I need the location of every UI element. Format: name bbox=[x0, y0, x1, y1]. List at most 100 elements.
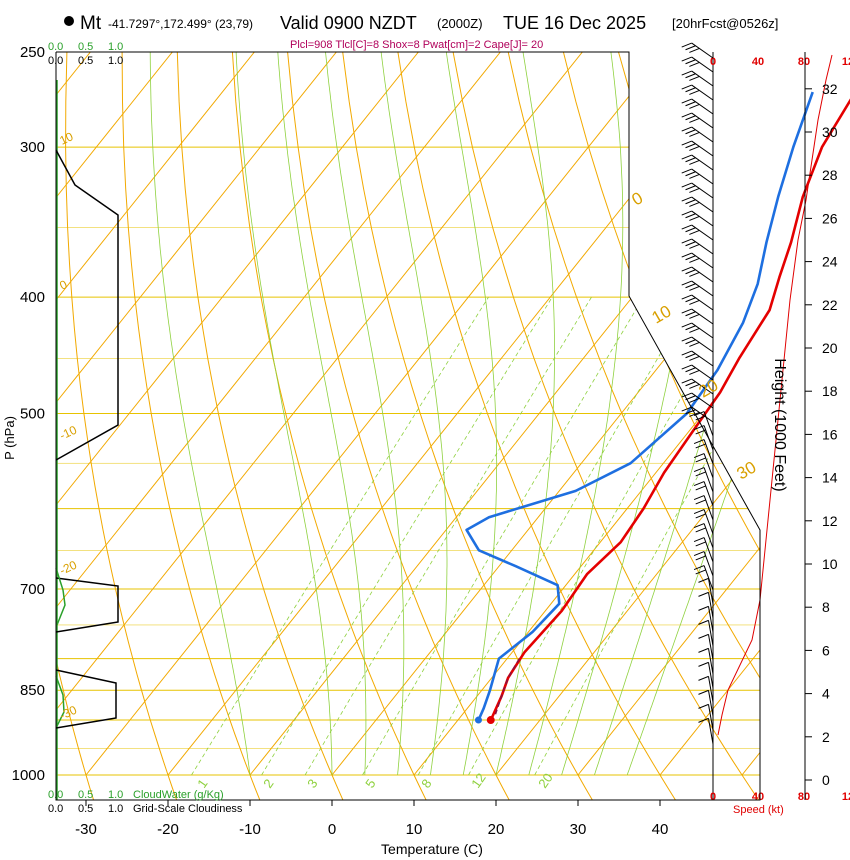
isotherm-label: 10 bbox=[649, 302, 675, 328]
dry-adiabat bbox=[784, 52, 850, 800]
wind-barb bbox=[707, 690, 714, 717]
isotherm-line bbox=[56, 52, 501, 776]
wind-barb bbox=[703, 565, 714, 591]
wind-barb bbox=[707, 676, 714, 703]
mixing-ratio-line bbox=[362, 296, 644, 776]
cloudiness-title: Grid-Scale Cloudiness bbox=[133, 803, 243, 815]
wind-barb-flag bbox=[685, 269, 696, 275]
pressure-tick-label: 300 bbox=[20, 139, 45, 156]
wind-barb-flag bbox=[681, 112, 692, 118]
valid-time: Valid 0900 NZDT bbox=[280, 13, 417, 33]
wind-barb-flag bbox=[681, 42, 692, 48]
isotherm-label: -20 bbox=[57, 558, 79, 578]
wind-barb bbox=[707, 718, 714, 745]
mixing-ratio-label: 5 bbox=[362, 776, 378, 791]
pressure-tick-label: 500 bbox=[20, 406, 45, 423]
wind-barb-flag bbox=[681, 210, 692, 216]
wind-barb-flag bbox=[681, 154, 692, 160]
wind-barb-flag bbox=[689, 173, 700, 179]
x-tick-label: -10 bbox=[239, 821, 261, 838]
wind-barb-flag bbox=[695, 527, 706, 533]
wind-barb bbox=[703, 495, 714, 521]
wind-barb bbox=[703, 467, 714, 493]
wind-barb-flag bbox=[689, 187, 700, 193]
x-tick-label: 40 bbox=[652, 821, 669, 838]
plot-frame bbox=[55, 51, 761, 801]
wind-barb-flag bbox=[685, 73, 696, 79]
wind-barb-flag bbox=[689, 117, 700, 123]
mixing-ratio-label: 3 bbox=[304, 776, 320, 791]
wind-barb-flag bbox=[685, 59, 696, 65]
cloudwater-line bbox=[55, 675, 65, 727]
wind-barb-flag bbox=[689, 61, 700, 67]
wind-barb bbox=[707, 634, 714, 661]
wind-barb-flag bbox=[689, 229, 700, 235]
station-marker-icon bbox=[64, 16, 74, 26]
isotherm-line bbox=[56, 52, 583, 776]
pressure-tick-label: 1000 bbox=[12, 767, 45, 784]
isotherm-line bbox=[741, 52, 760, 776]
cloud-top-tick: 0.0 bbox=[48, 41, 63, 53]
pressure-tick-label: 400 bbox=[20, 289, 45, 306]
wind-barb-flag bbox=[685, 213, 696, 219]
dry-adiabat bbox=[176, 52, 344, 800]
isotherm-line bbox=[85, 52, 665, 776]
cloud-bottom-tick: 0.5 bbox=[78, 803, 93, 815]
isotherm-label: -10 bbox=[57, 423, 79, 443]
wind-barb-flag bbox=[685, 339, 696, 345]
wind-barb-flag bbox=[698, 703, 709, 709]
wind-barb-flag bbox=[685, 283, 696, 289]
wind-barb-flag bbox=[695, 443, 706, 449]
wind-barb bbox=[707, 662, 714, 689]
wind-barb-flag bbox=[685, 241, 696, 247]
x-axis-title: Temperature (C) bbox=[381, 841, 483, 857]
wind-barb-flag bbox=[693, 453, 705, 459]
wind-barb-flag bbox=[689, 369, 700, 375]
wind-barb-flag bbox=[689, 257, 700, 263]
wind-barb-flag bbox=[685, 381, 696, 387]
height-tick-label: 18 bbox=[822, 383, 838, 399]
wind-barb-flag bbox=[695, 457, 706, 463]
wind-barb-flag bbox=[685, 409, 696, 415]
height-tick-label: 8 bbox=[822, 599, 830, 615]
dry-adiabat bbox=[65, 52, 178, 800]
height-tick-label: 6 bbox=[822, 642, 830, 658]
wind-barb-flag bbox=[681, 84, 692, 90]
mixing-ratio-line bbox=[191, 296, 489, 776]
speed-bottom-tick: 0 bbox=[710, 791, 716, 803]
cloudiness-line bbox=[55, 669, 117, 729]
x-tick-label: 10 bbox=[406, 821, 423, 838]
height-tick-label: 26 bbox=[822, 210, 838, 226]
speed-bottom-tick: 12 bbox=[842, 791, 850, 803]
x-tick-label: 0 bbox=[328, 821, 336, 838]
isotherm-label: -30 bbox=[57, 703, 79, 723]
wind-barb-flag bbox=[689, 47, 700, 53]
cloud-top-tick: 0.5 bbox=[78, 41, 93, 53]
wind-barb-flag bbox=[698, 661, 709, 667]
cloudiness-line bbox=[55, 577, 119, 633]
wind-barb-flag bbox=[685, 367, 696, 373]
wind-barb-flag bbox=[681, 378, 692, 384]
wind-barb bbox=[703, 523, 714, 549]
wind-barb-flag bbox=[681, 224, 692, 230]
wind-barb-flag bbox=[685, 157, 696, 163]
wind-barb-flag bbox=[685, 199, 696, 205]
dry-adiabat bbox=[397, 52, 677, 800]
wind-barb-flag bbox=[685, 311, 696, 317]
height-tick-label: 14 bbox=[822, 470, 838, 486]
wind-barb-flag bbox=[685, 101, 696, 107]
wind-barb-flag bbox=[681, 280, 692, 286]
wind-barb-flag bbox=[681, 308, 692, 314]
isotherm-line bbox=[659, 52, 760, 776]
wind-barb bbox=[703, 551, 714, 577]
wind-barb-flag bbox=[681, 392, 692, 398]
height-tick-label: 12 bbox=[822, 513, 838, 529]
cloud-top-tick: 1.0 bbox=[108, 55, 123, 67]
wind-barb-flag bbox=[689, 383, 700, 389]
wind-barb-flag bbox=[698, 619, 709, 625]
wind-barb-flag bbox=[693, 481, 705, 487]
wind-barb-flag bbox=[693, 439, 705, 445]
wind-barb-flag bbox=[698, 675, 709, 681]
speed-bottom-tick: 80 bbox=[798, 791, 810, 803]
